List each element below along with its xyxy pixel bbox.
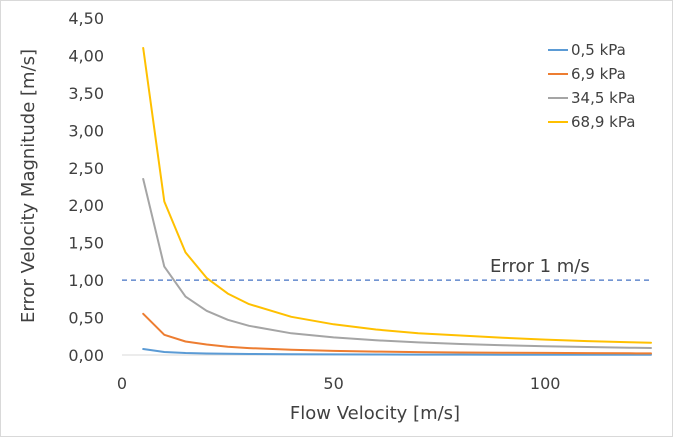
- x-tick-label: 100: [530, 374, 561, 393]
- series-line-1: [142, 312, 652, 355]
- series-line-2: [142, 178, 652, 349]
- y-tick-label: 3,00: [68, 121, 104, 140]
- y-tick-label: 1,50: [68, 234, 104, 253]
- y-tick-label: 1,00: [68, 271, 104, 290]
- y-tick-label: 2,00: [68, 196, 104, 215]
- y-axis-title: Error Velocity Magnitude [m/s]: [18, 49, 39, 323]
- x-axis-title: Flow Velocity [m/s]: [290, 403, 460, 424]
- x-tick-labels: 0 50 100: [117, 374, 561, 393]
- y-tick-label: 0,50: [68, 309, 104, 328]
- series-line-3: [142, 47, 652, 344]
- legend: 0,5 kPa 6,9 kPa 34,5 kPa 68,9 kPa: [548, 41, 635, 131]
- legend-label: 68,9 kPa: [571, 113, 635, 131]
- y-tick-label: 2,50: [68, 159, 104, 178]
- y-tick-label: 4,50: [68, 9, 104, 28]
- legend-label: 6,9 kPa: [571, 65, 626, 83]
- x-tick-label: 50: [323, 374, 343, 393]
- y-tick-label: 3,50: [68, 84, 104, 103]
- y-tick-label: 4,00: [68, 46, 104, 65]
- y-tick-labels: 0,00 0,50 1,00 1,50 2,00 2,50 3,00 3,50 4,00 4,50: [68, 9, 104, 365]
- reference-line-label: Error 1 m/s: [490, 256, 590, 277]
- series-lines: [142, 47, 652, 356]
- legend-label: 34,5 kPa: [571, 89, 635, 107]
- x-tick-label: 0: [117, 374, 127, 393]
- legend-label: 0,5 kPa: [571, 41, 626, 59]
- y-tick-label: 0,00: [68, 346, 104, 365]
- series-line-0: [142, 348, 652, 356]
